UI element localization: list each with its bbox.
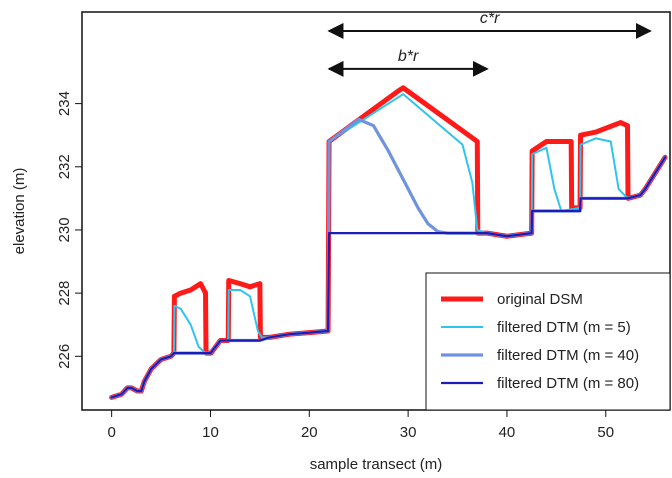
- plot-frame: [81, 11, 671, 411]
- annotation-layer: c*r b*r: [327, 10, 652, 77]
- x-tick-label: 40: [499, 424, 516, 441]
- y-tick-label: 228: [56, 281, 73, 306]
- annotation-label: c*r: [480, 10, 500, 27]
- legend-label: filtered DTM (m = 5): [497, 319, 631, 336]
- x-tick-label: 30: [400, 424, 417, 441]
- legend-label: filtered DTM (m = 40): [497, 347, 639, 364]
- x-tick-label: 20: [301, 424, 318, 441]
- x-tick-label: 0: [107, 424, 115, 441]
- y-tick-label: 234: [56, 91, 73, 116]
- x-tick-label: 10: [202, 424, 219, 441]
- legend: original DSM filtered DTM (m = 5) filtered…: [425, 272, 671, 411]
- y-axis-title: elevation (m): [11, 168, 28, 255]
- x-tick-label: 50: [597, 424, 614, 441]
- x-axis-title: sample transect (m): [310, 456, 443, 473]
- axis-layer: 0 10 20 30 40 50 226 228 230 232 234: [56, 91, 614, 441]
- annotation-label: b*r: [398, 48, 419, 65]
- y-tick-label: 226: [56, 344, 73, 369]
- y-tick-label: 232: [56, 154, 73, 179]
- legend-label: original DSM: [497, 291, 583, 308]
- series-layer: [109, 85, 668, 400]
- legend-label: filtered DTM (m = 80): [497, 375, 639, 392]
- legend-box: [425, 272, 671, 411]
- series-line-4: [110, 156, 667, 399]
- y-tick-label: 230: [56, 217, 73, 242]
